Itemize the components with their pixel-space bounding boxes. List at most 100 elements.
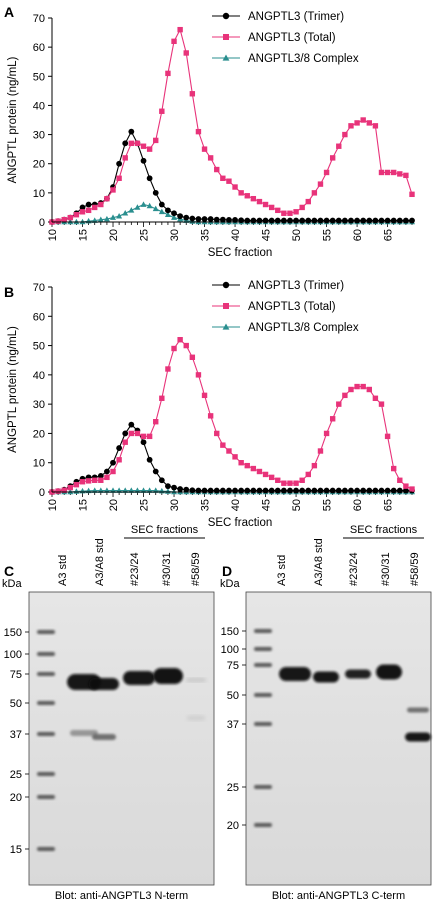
data-point	[268, 217, 275, 224]
y-tick-label: 20	[33, 428, 45, 440]
data-point	[323, 217, 330, 224]
data-point	[152, 205, 159, 212]
data-point	[79, 204, 86, 211]
marker-label: 15	[10, 844, 22, 856]
data-point	[396, 487, 403, 494]
data-point	[348, 386, 354, 393]
data-point	[372, 395, 379, 401]
western-blot-c: kDa 150 100 75 50 37 25 20 15 A3 std A3/A8 std #23/…	[2, 524, 215, 900]
blot-membrane	[29, 592, 214, 885]
data-point	[409, 217, 415, 224]
protein-band	[407, 707, 429, 713]
x-tick-label: 45	[261, 499, 273, 511]
data-point	[116, 212, 123, 219]
series-line	[51, 130, 412, 223]
data-point	[134, 430, 141, 437]
x-tick-label: 50	[291, 499, 303, 511]
data-point	[226, 217, 232, 223]
data-point	[183, 342, 189, 349]
data-point	[403, 483, 409, 489]
data-point	[342, 392, 348, 399]
x-tick-label: 15	[78, 499, 90, 511]
data-point	[177, 213, 184, 220]
data-point	[244, 193, 250, 199]
data-point	[171, 484, 177, 491]
x-axis-title-b: SEC fraction	[208, 517, 273, 529]
data-point	[207, 216, 214, 222]
data-point	[250, 465, 257, 472]
data-point	[85, 201, 92, 208]
data-point	[128, 140, 135, 147]
blot-membrane	[246, 592, 431, 885]
data-point	[262, 201, 269, 208]
data-point	[281, 210, 287, 216]
data-point	[122, 140, 129, 147]
x-tick-label: 25	[139, 499, 151, 511]
blot-border	[28, 591, 215, 886]
data-point	[189, 91, 196, 97]
data-point	[305, 487, 312, 494]
data-point	[336, 401, 342, 407]
y-tick-label: 50	[33, 341, 45, 353]
data-point	[146, 175, 153, 182]
data-point	[409, 486, 415, 492]
lane-label: #23/24	[129, 552, 141, 586]
y-tick-label: 30	[33, 130, 45, 142]
legend-marker	[222, 281, 230, 289]
data-point	[104, 195, 110, 202]
data-point	[152, 468, 159, 475]
series-group-a	[49, 26, 415, 225]
data-point	[164, 211, 171, 218]
data-point	[293, 480, 299, 486]
data-point	[390, 487, 397, 494]
data-point	[140, 201, 147, 207]
data-point	[61, 216, 67, 223]
data-point	[348, 123, 354, 129]
x-tick-label: 35	[200, 229, 212, 241]
data-point	[280, 487, 287, 494]
x-tick-label: 30	[169, 499, 181, 511]
x-tick-label: 30	[169, 229, 181, 241]
marker-label: 50	[10, 698, 22, 710]
data-point	[311, 462, 318, 469]
legend-label: ANGPTL3 (Total)	[248, 301, 336, 313]
lane-label: #58/59	[190, 552, 202, 586]
data-point	[256, 468, 263, 475]
x-tick-label: 35	[200, 499, 212, 511]
blot-caption: Blot: anti-ANGPTL3 C-term	[272, 890, 405, 900]
y-tick-label: 10	[33, 458, 45, 470]
data-point	[317, 181, 324, 187]
lane-label: #30/31	[161, 552, 173, 586]
data-point	[152, 487, 159, 493]
data-point	[159, 395, 165, 401]
protein-band	[89, 678, 119, 690]
data-point	[384, 169, 391, 176]
legend-marker	[223, 303, 229, 309]
data-point	[195, 372, 202, 378]
data-point	[232, 487, 238, 494]
data-point	[128, 430, 135, 437]
data-point	[152, 189, 159, 196]
data-point	[256, 217, 263, 224]
data-point	[402, 217, 409, 224]
data-point	[128, 487, 135, 493]
ladder-band	[37, 652, 55, 656]
legend-a: ANGPTL3 (Trimer) ANGPTL3 (Total) ANGPTL3/8…	[212, 11, 359, 65]
data-point	[85, 478, 92, 484]
data-point	[268, 474, 275, 481]
data-point	[183, 50, 189, 56]
data-point	[92, 477, 98, 483]
ladder-band	[37, 732, 55, 736]
data-point	[195, 216, 202, 222]
lane-label: #58/59	[409, 552, 421, 586]
data-point	[177, 26, 183, 33]
data-point	[128, 421, 135, 428]
data-point	[116, 457, 122, 463]
data-point	[329, 217, 336, 224]
data-point	[153, 137, 159, 144]
ladder-band	[254, 647, 272, 651]
marker-label: 25	[10, 769, 22, 781]
